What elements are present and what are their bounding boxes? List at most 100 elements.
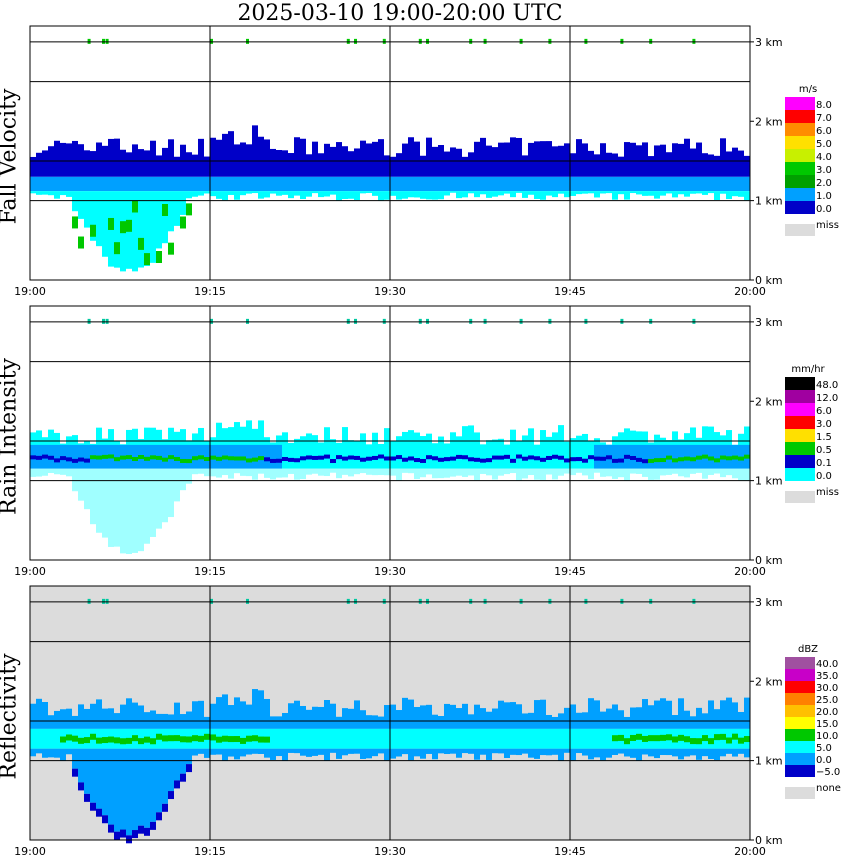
velocity-cell: [678, 191, 684, 195]
refl-cell: [378, 728, 384, 749]
velocity-cell: [570, 153, 576, 177]
rain-cell: [258, 420, 264, 453]
refl-cell: [312, 748, 318, 756]
refl-cell: [726, 697, 732, 729]
velocity-cell: [264, 139, 270, 177]
refl-cell: [510, 702, 516, 729]
rain-cell: [630, 468, 636, 474]
velocity-cell: [612, 176, 618, 192]
rain-cell: [126, 455, 132, 460]
velocity-cell: [684, 176, 690, 192]
rain-cell: [342, 456, 348, 461]
rain-cell: [144, 468, 150, 544]
velocity-cell: [306, 176, 312, 192]
velocity-cell: [258, 176, 264, 192]
refl-cell: [660, 734, 666, 741]
refl-cell: [72, 748, 78, 769]
refl-cell: [732, 733, 738, 740]
velocity-cell: [462, 176, 468, 192]
rain-cell: [474, 432, 480, 453]
rain-cell: [612, 436, 618, 453]
rain-cell: [438, 457, 444, 462]
velocity-cell: [156, 191, 162, 249]
refl-cell: [120, 704, 126, 729]
velocity-cell: [210, 137, 216, 177]
refl-cell: [120, 748, 126, 830]
velocity-cell: [324, 176, 330, 192]
refl-cell: [546, 715, 552, 729]
refl-cell: [78, 704, 84, 729]
velocity-cell: [156, 176, 162, 192]
rain-cell: [360, 444, 366, 469]
rain-cell: [360, 457, 366, 462]
refl-cell: [204, 748, 210, 758]
velocity-cell: [672, 176, 678, 192]
rain-cell: [36, 430, 42, 453]
rain-cell: [606, 455, 612, 460]
refl-cell: [336, 728, 342, 749]
velocity-cell: [672, 191, 678, 198]
velocity-cell: [66, 191, 72, 197]
velocity-cell: [606, 191, 612, 194]
velocity-cell: [162, 191, 168, 244]
refl-cell: [450, 748, 456, 754]
rain-cell: [72, 468, 78, 492]
velocity-cell: [378, 176, 384, 192]
rain-cell: [234, 456, 240, 461]
velocity-cell: [738, 191, 744, 197]
rain-cell: [648, 458, 654, 463]
refl-cell: [120, 738, 126, 745]
refl-cell: [468, 748, 474, 754]
velocity-cell: [72, 176, 78, 192]
rain-cell: [252, 457, 258, 462]
x-tick-label: 19:15: [194, 565, 226, 578]
refl-cell: [330, 748, 336, 753]
velocity-cell: [108, 176, 114, 192]
velocity-cell: [564, 143, 570, 177]
refl-cell: [252, 748, 258, 754]
rain-cell: [174, 456, 180, 461]
rain-cell: [594, 456, 600, 461]
refl-cell: [504, 702, 510, 729]
rain-cell: [210, 468, 216, 477]
rain-cell: [552, 468, 558, 480]
velocity-cell: [576, 176, 582, 192]
refl-cell: [216, 748, 222, 755]
velocity-cell: [408, 191, 414, 198]
refl-cell: [630, 734, 636, 741]
velocity-cell: [30, 176, 36, 192]
rain-cell: [276, 435, 282, 453]
refl-cell: [168, 748, 174, 792]
velocity-cell: [312, 191, 318, 194]
refl-cell: [642, 699, 648, 729]
velocity-cell: [492, 176, 498, 192]
rain-cell: [150, 468, 156, 537]
velocity-cell: [492, 147, 498, 177]
legend-swatch: [785, 455, 815, 468]
x-tick-label: 19:45: [554, 285, 586, 298]
refl-cell: [360, 710, 366, 729]
rain-cell: [576, 444, 582, 469]
velocity-cell: [138, 176, 144, 192]
rain-cell: [702, 468, 708, 479]
refl-cell: [528, 748, 534, 758]
velocity-cell: [276, 176, 282, 192]
velocity-cell: [30, 156, 36, 177]
velocity-cell: [228, 176, 234, 192]
refl-cell: [726, 748, 732, 754]
refl-cell: [582, 728, 588, 749]
rain-cell: [342, 468, 348, 475]
rain-cell: [234, 468, 240, 474]
rain-cell: [90, 468, 96, 525]
refl-cell: [114, 748, 120, 832]
velocity-cell: [258, 191, 264, 199]
velocity-cell: [132, 200, 138, 213]
refl-cell: [384, 705, 390, 729]
rain-cell: [582, 444, 588, 469]
rain-cell: [714, 432, 720, 453]
velocity-cell: [456, 176, 462, 192]
refl-cell: [180, 736, 186, 743]
rain-cell: [114, 444, 120, 469]
refl-cell: [330, 728, 336, 749]
rain-cell: [288, 468, 294, 474]
